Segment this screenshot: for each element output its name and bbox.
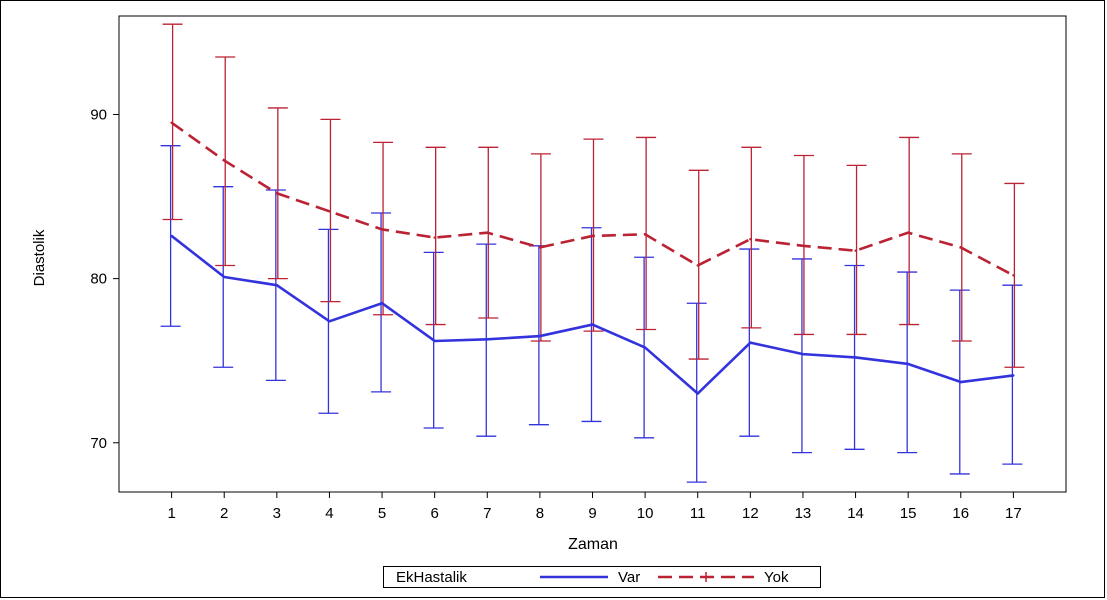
data-point-yok (380, 228, 384, 231)
data-point-var (538, 334, 542, 338)
x-tick-label: 13 (795, 505, 812, 522)
data-point-yok (749, 238, 752, 241)
x-tick-label: 4 (325, 505, 333, 522)
y-tick-label: 70 (90, 435, 107, 452)
data-point-yok (223, 159, 226, 162)
data-point-var (906, 362, 910, 366)
x-tick-label: 12 (742, 505, 759, 522)
data-point-var (801, 352, 805, 356)
x-tick-label: 16 (952, 505, 969, 522)
data-point-var (696, 392, 699, 395)
legend-swatch-yok (658, 572, 754, 582)
plot-area (118, 15, 1067, 493)
data-point-var (1012, 374, 1015, 377)
data-point-var (433, 339, 436, 343)
x-tick-label: 15 (900, 505, 917, 522)
data-point-var (275, 283, 279, 287)
x-tick-label: 14 (847, 505, 864, 522)
data-point-var (959, 380, 962, 384)
legend-label-yok: Yok (764, 569, 789, 586)
data-point-yok (433, 236, 436, 239)
legend-label-var: Var (618, 569, 641, 586)
data-point-yok (328, 210, 331, 213)
data-point-yok (959, 246, 962, 249)
y-tick-label: 90 (90, 106, 107, 123)
x-tick-label: 9 (588, 505, 596, 522)
data-point-yok (538, 246, 542, 249)
x-tick-label: 11 (690, 505, 706, 522)
data-point-yok (486, 231, 489, 234)
data-point-yok (1012, 274, 1015, 277)
data-point-var (643, 346, 647, 349)
x-tick-label: 5 (378, 505, 386, 522)
x-tick-label: 6 (430, 505, 438, 522)
series-line-var (170, 234, 1014, 395)
data-point-yok (801, 244, 805, 247)
data-point-yok (854, 249, 857, 252)
series-line-yok (170, 121, 1014, 277)
data-point-yok (275, 192, 279, 195)
data-point-yok (696, 264, 699, 267)
x-axis-label: Zaman (568, 536, 618, 553)
legend-swatch-var (540, 575, 608, 579)
x-tick-label: 1 (167, 505, 175, 522)
x-tick-label: 10 (637, 505, 654, 522)
y-axis-label: Diastolik (31, 229, 48, 286)
data-point-yok (170, 121, 173, 124)
data-point-var (380, 302, 384, 305)
data-point-var (854, 356, 857, 359)
data-point-var (591, 323, 594, 326)
data-point-yok (591, 234, 594, 238)
x-tick-label: 2 (220, 505, 228, 522)
error-bars (160, 23, 1025, 483)
x-tick-label: 7 (483, 505, 491, 522)
y-tick-label: 80 (90, 271, 107, 288)
legend-title: EkHastalik (396, 569, 467, 586)
data-point-var (170, 234, 173, 238)
data-point-yok (906, 231, 910, 234)
data-point-var (223, 275, 226, 279)
x-tick-label: 17 (1005, 505, 1022, 522)
x-tick-label: 8 (536, 505, 544, 522)
data-point-yok (643, 233, 647, 236)
data-point-var (749, 341, 752, 344)
data-point-var (486, 338, 489, 341)
series-lines (170, 121, 1015, 395)
x-tick-label: 3 (273, 505, 281, 522)
legend: EkHastalik Var Yok (383, 566, 821, 588)
data-point-var (328, 320, 331, 323)
